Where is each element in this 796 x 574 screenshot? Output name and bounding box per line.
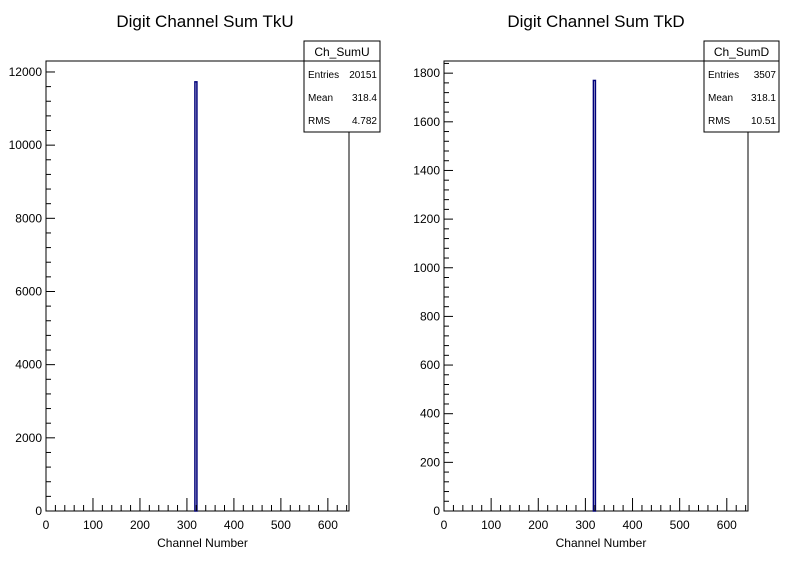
x-tick-label: 0	[441, 518, 448, 532]
y-tick-label: 1400	[413, 163, 440, 177]
stats-value: 4.782	[352, 116, 377, 127]
y-tick-label: 12000	[9, 65, 43, 79]
stats-value: 10.51	[751, 116, 776, 127]
stats-box-title: Ch_SumU	[314, 45, 369, 59]
y-tick-label: 600	[420, 358, 440, 372]
stats-label: RMS	[308, 116, 331, 127]
x-tick-label: 400	[224, 518, 244, 532]
y-tick-label: 8000	[15, 211, 42, 225]
x-tick-label: 200	[130, 518, 150, 532]
stats-value: 20151	[349, 70, 377, 81]
x-tick-label: 600	[717, 518, 737, 532]
y-tick-label: 2000	[15, 431, 42, 445]
y-tick-label: 6000	[15, 284, 42, 298]
stats-label: RMS	[708, 116, 731, 127]
x-axis-title: Channel Number	[157, 536, 248, 550]
histogram-bar	[592, 79, 597, 512]
histogram-bar	[194, 81, 198, 512]
x-axis-title: Channel Number	[556, 536, 647, 550]
stats-box: Ch_SumU Entries 20151 Mean 318.4 RMS 4.782	[303, 40, 381, 133]
stats-box: Ch_SumD Entries 3507 Mean 318.1 RMS 10.51	[703, 40, 780, 133]
y-tick-label: 400	[420, 407, 440, 421]
x-tick-label: 0	[43, 518, 50, 532]
y-tick-label: 200	[420, 455, 440, 469]
stats-box-frame	[303, 40, 381, 133]
stats-box-title: Ch_SumD	[714, 45, 770, 59]
x-tick-label: 100	[481, 518, 501, 532]
x-tick-label: 400	[623, 518, 643, 532]
y-tick-label: 1800	[413, 66, 440, 80]
y-tick-label: 0	[35, 504, 42, 518]
y-tick-label: 4000	[15, 358, 42, 372]
x-tick-label: 200	[528, 518, 548, 532]
y-tick-label: 1200	[413, 212, 440, 226]
stats-value: 318.1	[751, 93, 776, 104]
y-tick-label: 800	[420, 309, 440, 323]
y-tick-label: 1000	[413, 261, 440, 275]
x-tick-label: 500	[670, 518, 690, 532]
stats-value: 318.4	[352, 93, 377, 104]
x-tick-label: 100	[83, 518, 103, 532]
y-tick-label: 0	[433, 504, 440, 518]
stats-box-frame	[703, 40, 780, 133]
stats-label: Entries	[708, 70, 739, 81]
x-tick-label: 500	[271, 518, 291, 532]
stats-label: Entries	[308, 70, 339, 81]
chart-title: Digit Channel Sum TkD	[507, 12, 684, 31]
y-tick-label: 10000	[9, 138, 43, 152]
x-tick-label: 300	[177, 518, 197, 532]
histogram-panel-2: Digit Channel Sum TkD 0 100 200 300 400 500 600…	[413, 12, 780, 550]
histogram-panel-1: Digit Channel Sum TkU 0 100 200 300 400 500 600…	[9, 12, 381, 550]
x-tick-label: 300	[575, 518, 595, 532]
y-tick-label: 1600	[413, 115, 440, 129]
stats-label: Mean	[308, 93, 333, 104]
x-tick-label: 600	[318, 518, 338, 532]
stats-label: Mean	[708, 93, 733, 104]
stats-value: 3507	[754, 70, 777, 81]
chart-title: Digit Channel Sum TkU	[116, 12, 293, 31]
